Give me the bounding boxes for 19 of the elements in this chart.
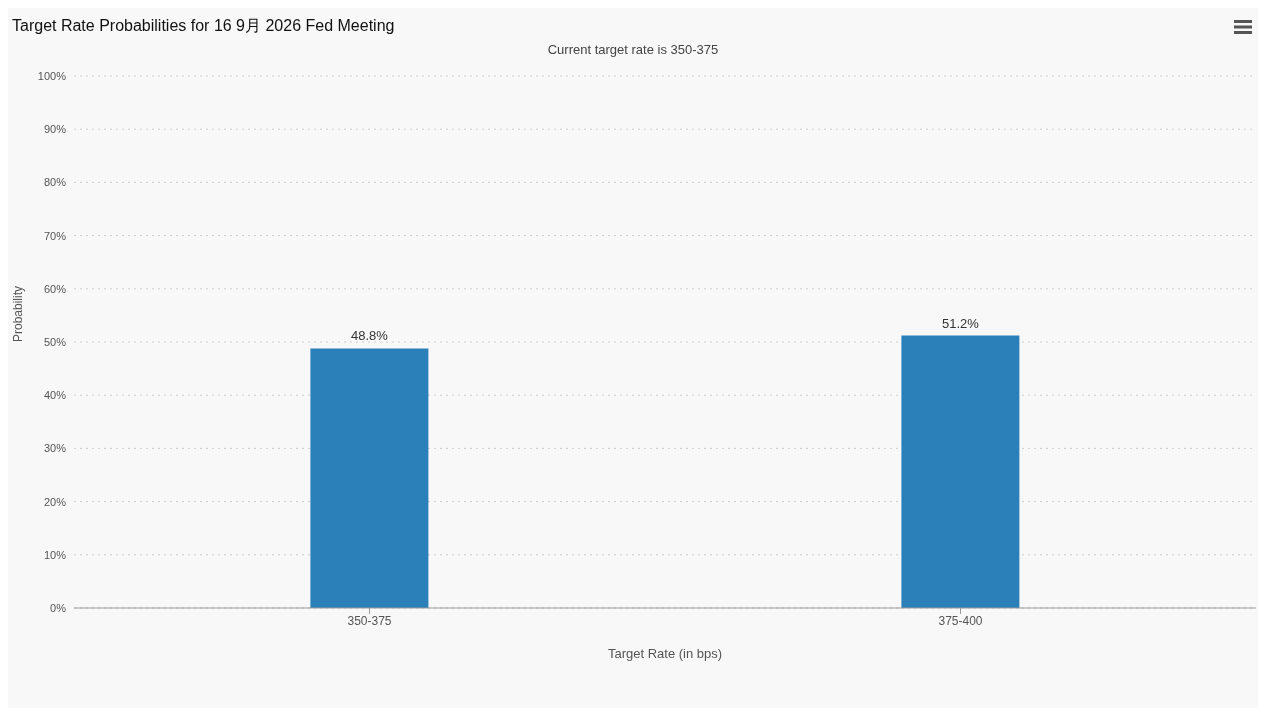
y-tick-label: 80% [43, 176, 67, 189]
chart-title: Target Rate Probabilities for 16 9月 2026 Fed Meeting [12, 16, 395, 36]
y-tick-label: 20% [43, 495, 67, 508]
data-label: 48.8% [350, 328, 389, 344]
y-tick-label: 0% [50, 601, 67, 614]
y-tick-label: 100% [37, 69, 67, 82]
data-label: 51.2% [941, 315, 980, 331]
y-tick-label: 70% [43, 229, 67, 242]
x-tick-label: 350-375 [347, 613, 392, 628]
y-tick-label: 10% [43, 548, 67, 561]
y-tick-label: 90% [43, 123, 67, 136]
chart-subtitle: Current target rate is 350-375 [546, 42, 720, 57]
y-axis-title: Probability [11, 285, 26, 342]
x-tick-label: 375-400 [938, 613, 983, 628]
y-tick-label: 30% [43, 442, 67, 455]
y-tick-label: 60% [43, 282, 67, 295]
x-axis-title: Target Rate (in bps) [607, 646, 723, 661]
y-tick-label: 40% [43, 389, 67, 402]
y-tick-label: 50% [43, 335, 67, 348]
